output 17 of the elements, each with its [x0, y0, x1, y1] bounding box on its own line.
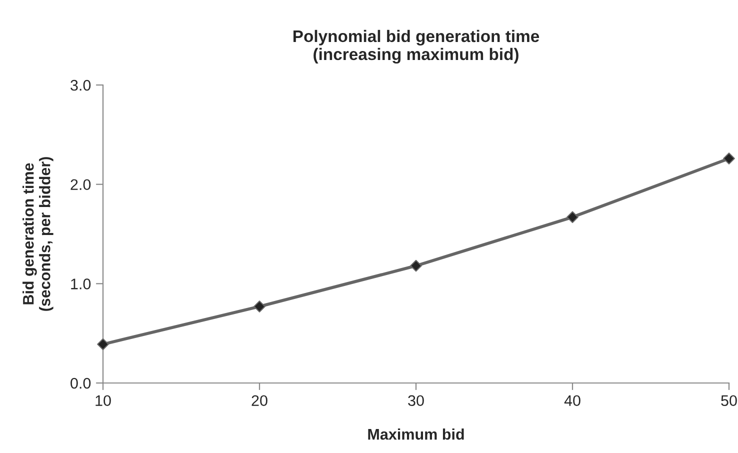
point — [566, 211, 578, 224]
y-tick-label: 0.0 — [70, 378, 91, 389]
y-axis-title: Bid generation time (seconds, per bidder) — [22, 157, 54, 311]
y-tick-label: 2.0 — [70, 179, 91, 190]
x-tick-label: 10 — [96, 395, 111, 406]
point — [254, 300, 266, 312]
x-tick-label: 40 — [564, 395, 580, 406]
chart-title: Polynomial bid generation time (increasing maximum bid) — [293, 30, 540, 64]
point — [723, 152, 735, 164]
y-tick-label: 1.0 — [71, 278, 91, 290]
x-axis-title: Maximum bid — [368, 428, 464, 440]
point — [410, 260, 422, 272]
x-tick-label: 20 — [252, 395, 268, 406]
y-tick-label: 3.0 — [70, 80, 91, 91]
point — [97, 338, 109, 350]
x-tick-label: 50 — [721, 395, 737, 406]
x-tick-label: 30 — [408, 395, 424, 406]
